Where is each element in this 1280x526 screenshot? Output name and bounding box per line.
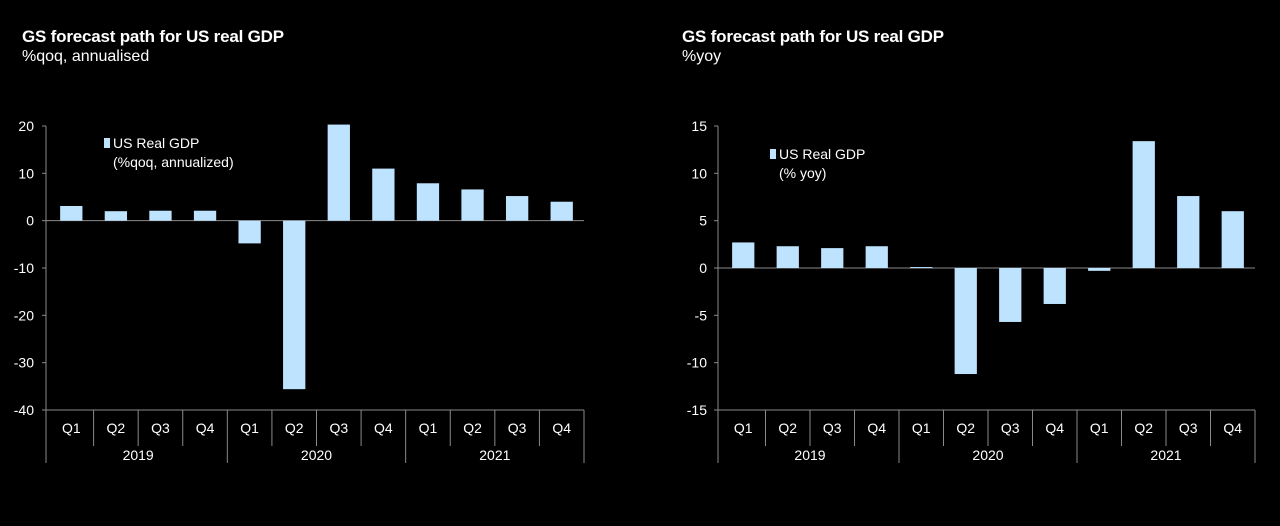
legend-swatch xyxy=(104,138,110,148)
x-tick-label: Q4 xyxy=(196,420,215,436)
bar xyxy=(776,246,799,268)
y-tick-label: 10 xyxy=(18,165,34,181)
y-tick-label: -5 xyxy=(695,307,708,323)
y-tick-label: -10 xyxy=(687,355,707,371)
chart-title: GS forecast path for US real GDP xyxy=(682,27,944,46)
x-tick-label: Q4 xyxy=(867,420,886,436)
x-tick-label: Q3 xyxy=(329,420,348,436)
legend-label-sub: (% yoy) xyxy=(779,165,826,181)
bar xyxy=(1088,268,1111,271)
y-tick-label: -30 xyxy=(14,355,34,371)
bar xyxy=(910,267,933,269)
bar xyxy=(149,210,172,221)
y-tick-label: -40 xyxy=(14,402,34,418)
bar xyxy=(372,168,395,221)
chart-qoq-svg: 20 10 0 -10 -20 -30 -40 Q1 Q2 Q3 Q4 Q1 Q2 Q3 Q4 Q1 Q2 Q3 Q… xyxy=(14,118,585,463)
x-year-label: 2019 xyxy=(123,447,154,463)
bar xyxy=(1132,141,1155,268)
y-tick-label: -10 xyxy=(14,260,34,276)
x-tick-label: Q3 xyxy=(823,420,842,436)
x-tick-label: Q1 xyxy=(912,420,931,436)
bar xyxy=(327,124,350,221)
x-tick-label: Q3 xyxy=(151,420,170,436)
bar xyxy=(60,205,83,221)
x-year-label: 2021 xyxy=(1150,447,1181,463)
x-year-label: 2020 xyxy=(301,447,332,463)
y-tick-label: -20 xyxy=(14,307,34,323)
x-year-label: 2019 xyxy=(794,447,825,463)
bar xyxy=(954,268,977,375)
y-tick-label: 20 xyxy=(18,118,34,134)
x-tick-label: Q2 xyxy=(107,420,126,436)
x-tick-label: Q2 xyxy=(285,420,304,436)
x-year-label: 2020 xyxy=(972,447,1003,463)
chart-title: GS forecast path for US real GDP xyxy=(22,27,284,46)
chart-yoy-svg: 15 10 5 0 -5 -10 -15 Q1 Q2 Q3 Q4 Q1 Q2 Q3 Q4 Q1 Q2 Q3 Q4 20… xyxy=(687,118,1256,463)
x-tick-label: Q4 xyxy=(1223,420,1242,436)
bar xyxy=(505,196,529,221)
x-tick-label: Q3 xyxy=(1179,420,1198,436)
x-tick-label: Q2 xyxy=(956,420,975,436)
x-tick-label: Q1 xyxy=(419,420,438,436)
y-tick-label: 0 xyxy=(699,260,707,276)
bar xyxy=(732,242,755,268)
chart-subtitle: %qoq, annualised xyxy=(22,48,150,65)
bar xyxy=(821,248,844,268)
x-tick-label: Q1 xyxy=(1090,420,1109,436)
legend-swatch xyxy=(770,149,776,159)
x-tick-label: Q4 xyxy=(552,420,571,436)
y-tick-label: 0 xyxy=(26,213,34,229)
x-tick-label: Q1 xyxy=(734,420,753,436)
bar xyxy=(104,211,128,221)
bar xyxy=(550,201,573,221)
x-tick-label: Q1 xyxy=(62,420,81,436)
x-tick-label: Q2 xyxy=(778,420,797,436)
chart-panel-qoq: 20 10 0 -10 -20 -30 -40 Q1 Q2 Q3 Q4 Q1 Q2 Q3 Q4 Q1 Q2 Q3 Q… xyxy=(14,27,585,463)
x-tick-label: Q3 xyxy=(1001,420,1020,436)
chart-subtitle: %yoy xyxy=(682,48,722,65)
legend-label: US Real GDP xyxy=(779,146,865,162)
x-tick-label: Q2 xyxy=(1134,420,1153,436)
y-tick-label: 15 xyxy=(691,118,707,134)
y-tick-label: 10 xyxy=(691,165,707,181)
x-tick-label: Q1 xyxy=(240,420,259,436)
chart-panel-yoy: 15 10 5 0 -5 -10 -15 Q1 Q2 Q3 Q4 Q1 Q2 Q3 Q4 Q1 Q2 Q3 Q4 20… xyxy=(640,0,1280,526)
x-tick-label: Q2 xyxy=(463,420,482,436)
y-tick-label: 5 xyxy=(699,213,707,229)
bar xyxy=(865,246,888,268)
bar xyxy=(283,220,306,390)
bar xyxy=(1043,268,1066,304)
bar xyxy=(999,268,1022,322)
x-tick-label: Q3 xyxy=(508,420,527,436)
legend-label-sub: (%qoq, annualized) xyxy=(113,154,234,170)
bar xyxy=(416,183,440,221)
x-tick-label: Q4 xyxy=(1045,420,1064,436)
bar xyxy=(461,189,484,221)
legend-label: US Real GDP xyxy=(113,135,199,151)
y-tick-label: -15 xyxy=(687,402,707,418)
x-year-label: 2021 xyxy=(479,447,510,463)
bar xyxy=(1177,196,1200,268)
bar xyxy=(238,220,261,244)
bar xyxy=(193,210,217,221)
x-tick-label: Q4 xyxy=(374,420,393,436)
bar xyxy=(1221,211,1244,268)
